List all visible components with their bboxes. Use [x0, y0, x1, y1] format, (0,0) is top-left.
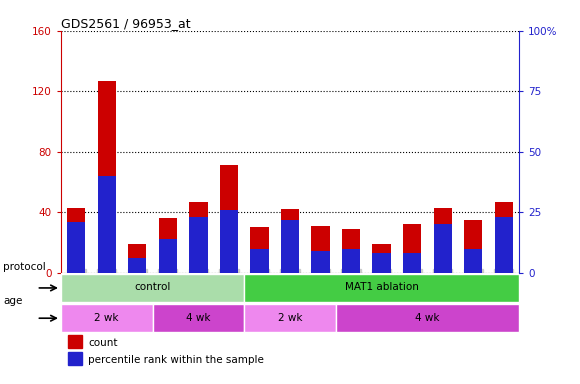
- Text: protocol: protocol: [3, 262, 46, 272]
- Bar: [128, 244, 146, 273]
- Bar: [220, 210, 238, 273]
- Bar: [434, 208, 452, 273]
- Bar: [220, 166, 238, 273]
- Bar: [281, 220, 299, 273]
- Bar: [159, 239, 177, 273]
- Bar: [403, 253, 421, 273]
- Bar: [189, 217, 208, 273]
- Text: 2 wk: 2 wk: [95, 313, 119, 323]
- Bar: [97, 176, 116, 273]
- Bar: [244, 274, 519, 301]
- Bar: [244, 304, 336, 332]
- Bar: [251, 248, 269, 273]
- Text: count: count: [88, 338, 118, 348]
- Bar: [342, 248, 360, 273]
- Bar: [464, 220, 483, 273]
- Text: control: control: [135, 282, 171, 292]
- Bar: [403, 224, 421, 273]
- Text: 2 wk: 2 wk: [278, 313, 302, 323]
- Bar: [336, 304, 519, 332]
- Bar: [61, 304, 153, 332]
- Text: GDS2561 / 96953_at: GDS2561 / 96953_at: [61, 17, 190, 30]
- Bar: [495, 217, 513, 273]
- Text: 4 wk: 4 wk: [415, 313, 440, 323]
- Bar: [434, 224, 452, 273]
- Bar: [159, 218, 177, 273]
- Bar: [128, 258, 146, 273]
- Bar: [372, 253, 391, 273]
- Bar: [464, 248, 483, 273]
- Bar: [68, 336, 82, 348]
- Bar: [372, 244, 391, 273]
- Bar: [153, 304, 244, 332]
- Text: 4 wk: 4 wk: [186, 313, 211, 323]
- Bar: [68, 353, 82, 365]
- Bar: [189, 202, 208, 273]
- Bar: [67, 208, 85, 273]
- Bar: [311, 251, 329, 273]
- Bar: [495, 202, 513, 273]
- Bar: [97, 81, 116, 273]
- Bar: [251, 227, 269, 273]
- Bar: [67, 222, 85, 273]
- Bar: [61, 274, 244, 301]
- Bar: [311, 226, 329, 273]
- Text: MAT1 ablation: MAT1 ablation: [345, 282, 419, 292]
- Bar: [281, 209, 299, 273]
- Bar: [342, 229, 360, 273]
- Text: percentile rank within the sample: percentile rank within the sample: [88, 355, 264, 365]
- Text: age: age: [3, 296, 22, 306]
